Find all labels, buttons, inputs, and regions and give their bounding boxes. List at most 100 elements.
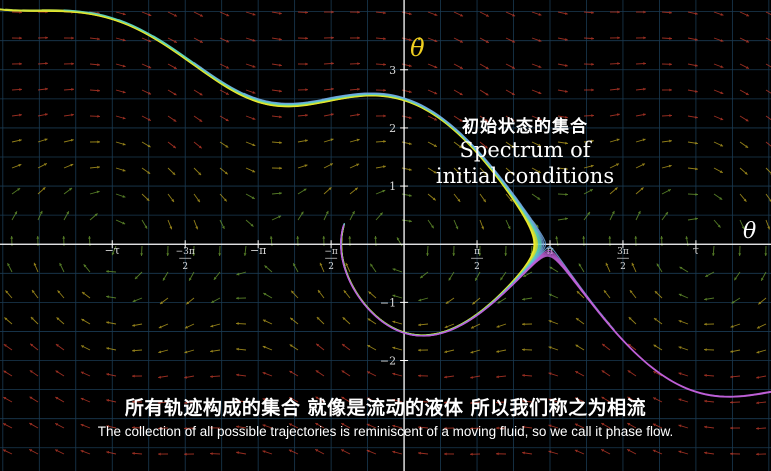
field-arrow — [470, 375, 481, 379]
field-arrow — [427, 115, 438, 121]
field-arrow — [453, 115, 463, 122]
field-arrow — [521, 348, 533, 352]
field-arrow — [29, 369, 39, 377]
field-arrow — [419, 271, 429, 279]
field-arrow — [131, 349, 143, 353]
field-arrow — [661, 139, 672, 143]
field-arrow — [756, 349, 767, 354]
field-arrow — [557, 37, 568, 41]
field-arrow — [652, 449, 663, 455]
field-arrow — [2, 449, 13, 455]
field-arrow — [262, 398, 273, 403]
field-arrow — [392, 294, 403, 299]
field-arrow — [444, 323, 455, 329]
field-arrow — [158, 349, 169, 354]
field-arrow — [495, 426, 507, 430]
field-arrow — [243, 245, 247, 256]
y-tick-label: 3 — [389, 64, 396, 77]
field-arrow — [661, 188, 672, 195]
field-arrow — [583, 164, 594, 169]
field-arrow — [687, 63, 698, 67]
field-arrow — [756, 401, 767, 405]
field-arrow — [271, 63, 282, 67]
field-arrow — [193, 37, 204, 44]
field-arrow — [739, 37, 750, 43]
field-arrow — [687, 217, 698, 221]
field-arrow — [678, 320, 689, 325]
field-arrow — [375, 88, 387, 92]
field-arrow — [427, 141, 438, 148]
field-arrow — [209, 400, 221, 404]
field-arrow — [729, 452, 741, 456]
field-arrow — [245, 167, 256, 173]
field-arrow — [739, 141, 749, 149]
field-arrow — [63, 163, 74, 169]
field-arrow — [323, 36, 335, 40]
field-arrow — [443, 426, 455, 430]
field-arrow — [297, 62, 309, 66]
field-arrow — [755, 452, 767, 456]
field-arrow — [297, 36, 309, 40]
field-arrow — [141, 115, 152, 122]
field-arrow — [29, 396, 39, 403]
field-arrow — [557, 141, 568, 145]
field-arrow — [531, 63, 542, 68]
field-arrow — [443, 452, 455, 456]
field-arrow — [63, 187, 73, 195]
field-arrow — [635, 87, 646, 91]
field-arrow — [557, 115, 568, 119]
field-arrow — [654, 290, 663, 299]
field-arrow — [81, 291, 91, 299]
field-arrow — [323, 87, 334, 91]
field-arrow — [323, 163, 334, 169]
field-arrow — [548, 320, 559, 325]
field-arrow — [349, 113, 360, 117]
field-arrow — [297, 164, 308, 169]
field-arrow — [37, 138, 48, 143]
field-arrow — [427, 219, 435, 229]
field-arrow — [557, 63, 568, 67]
field-arrow — [704, 451, 715, 455]
field-arrow — [235, 296, 247, 300]
field-arrow — [106, 424, 117, 429]
field-arrow — [37, 36, 49, 40]
field-arrow — [219, 141, 229, 148]
field-arrow — [80, 397, 91, 403]
field-arrow — [106, 347, 117, 351]
field-arrow — [375, 11, 386, 15]
field-arrow — [765, 37, 771, 42]
field-arrow — [106, 295, 117, 299]
field-arrow — [557, 89, 568, 93]
field-arrow — [236, 451, 247, 455]
field-arrow — [427, 89, 438, 95]
field-arrow — [341, 396, 351, 403]
field-arrow — [418, 297, 429, 302]
field-arrow — [349, 138, 360, 143]
field-arrow — [340, 449, 351, 455]
svg-text:2: 2 — [474, 262, 480, 272]
field-arrow — [583, 188, 594, 195]
field-arrow — [115, 37, 126, 42]
field-arrow — [317, 289, 325, 299]
field-arrow — [472, 297, 481, 305]
field-arrow — [236, 399, 247, 403]
field-arrow — [184, 375, 195, 379]
field-arrow — [323, 62, 335, 65]
trajectory-curve — [340, 225, 771, 398]
field-arrow — [323, 113, 334, 117]
field-arrow — [219, 11, 230, 17]
field-arrow — [349, 87, 360, 91]
field-arrow — [496, 349, 507, 353]
field-arrow — [635, 210, 641, 221]
field-arrow — [531, 89, 542, 95]
field-arrow — [63, 138, 74, 143]
field-arrow — [2, 423, 13, 429]
field-arrow — [141, 219, 148, 229]
field-arrow — [661, 37, 673, 40]
field-arrow — [37, 87, 48, 91]
field-arrow — [115, 141, 126, 146]
field-arrow — [678, 372, 689, 377]
field-arrow — [183, 452, 195, 456]
field-arrow — [349, 210, 355, 221]
field-arrow — [236, 373, 247, 377]
